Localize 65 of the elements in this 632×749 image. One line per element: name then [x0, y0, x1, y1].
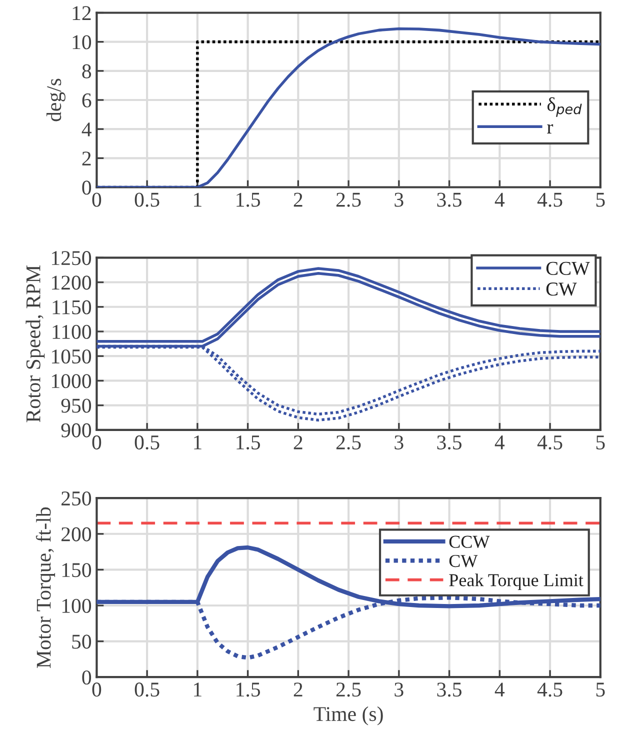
x-tick-label: 3.5	[437, 192, 462, 207]
x-tick-label: 3	[394, 192, 404, 207]
y-tick-label: 1200	[52, 276, 92, 290]
x-tick-label: 1.5	[236, 435, 260, 450]
y-tick-label: 200	[62, 527, 92, 542]
y-tick-label: 2	[82, 152, 91, 166]
x-tick-label: 2.5	[336, 435, 361, 450]
x-tick-label: 5	[596, 682, 605, 697]
x-tick-label: 3	[394, 682, 404, 697]
y-tick-label: 6	[82, 93, 92, 108]
y-tick-label: 900	[61, 423, 92, 438]
x-axis-title: Time (s)	[314, 706, 383, 726]
legend-label: CCW	[546, 262, 590, 276]
y-axis-title: Motor Torque, ft-lb	[36, 507, 56, 668]
x-tick-label: 2	[294, 682, 302, 696]
y-tick-label: 0	[82, 670, 92, 685]
y-tick-label: 250	[62, 491, 92, 506]
x-tick-label: 2.5	[336, 192, 361, 207]
y-tick-label: 950	[61, 398, 92, 413]
y-tick-label: 10	[72, 35, 92, 50]
x-tick-label: 4	[494, 682, 505, 696]
y-tick-label: 1100	[52, 324, 92, 339]
x-tick-label: 0	[92, 435, 102, 450]
x-tick-label: 2	[294, 435, 302, 450]
x-tick-label: 4	[494, 436, 505, 450]
legend-label: CW	[449, 554, 478, 568]
x-tick-label: 0	[92, 682, 102, 697]
legend-label: CW	[546, 282, 577, 296]
x-tick-label: 4.5	[537, 682, 562, 697]
x-tick-label: 0.5	[134, 192, 160, 207]
y-tick-label: 100	[62, 598, 92, 613]
x-tick-label: 1.5	[236, 192, 260, 207]
x-tick-label: 1	[194, 435, 202, 450]
y-tick-label: 1150	[52, 300, 92, 314]
x-tick-label: 2	[294, 192, 302, 207]
y-tick-label: 1050	[52, 349, 92, 364]
y-tick-label: 50	[72, 634, 92, 649]
x-tick-label: 3.5	[437, 435, 462, 450]
legend-label: δ$_{ped}$	[547, 97, 582, 117]
legend-label: Peak Torque Limit	[449, 574, 584, 590]
legend-label: r	[547, 124, 554, 134]
x-tick-label: 3	[394, 435, 404, 450]
y-tick-label: 12	[72, 6, 91, 20]
x-tick-label: 3.5	[437, 682, 462, 697]
x-tick-label: 1	[194, 192, 202, 207]
x-tick-label: 0.5	[134, 435, 160, 450]
x-tick-label: 1	[194, 682, 202, 696]
x-tick-label: 4	[494, 192, 505, 207]
x-tick-label: 0.5	[134, 682, 160, 697]
y-axis-title: Rotor Speed, RPM	[26, 265, 45, 422]
y-tick-label: 150	[62, 563, 92, 578]
legend-label: CCW	[449, 536, 490, 548]
y-axis-title: deg/s	[46, 78, 66, 122]
x-tick-label: 4.5	[537, 192, 562, 207]
x-tick-label: 2.5	[336, 682, 361, 697]
x-tick-label: 1.5	[236, 682, 260, 697]
y-tick-label: 1250	[52, 251, 92, 266]
x-tick-label: 4.5	[537, 436, 562, 450]
x-tick-label: 0	[92, 192, 102, 207]
y-tick-label: 0	[82, 180, 92, 195]
y-tick-label: 8	[82, 64, 92, 78]
y-tick-label: 4	[82, 122, 92, 136]
y-tick-label: 1000	[52, 374, 92, 388]
x-tick-label: 5	[596, 436, 605, 450]
x-tick-label: 5	[596, 192, 605, 207]
